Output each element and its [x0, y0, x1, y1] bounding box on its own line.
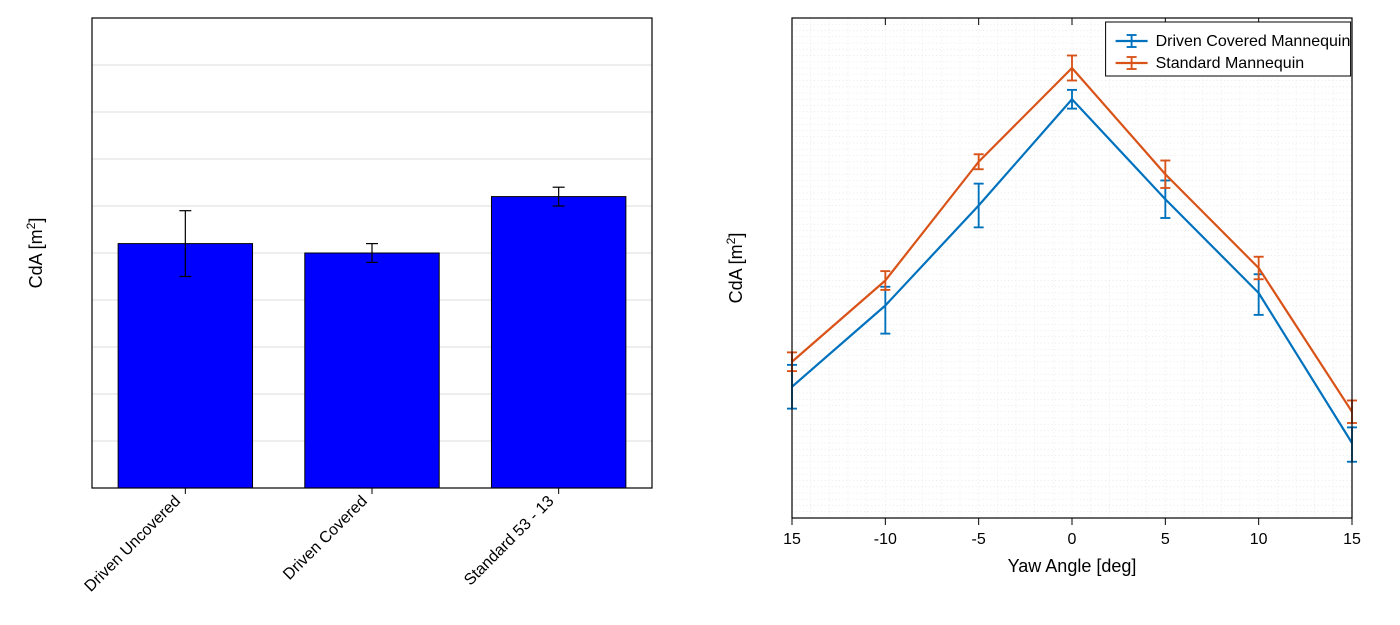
- legend-label: Driven Covered Mannequin: [1156, 33, 1351, 50]
- x-tick-label: 0: [1068, 531, 1077, 548]
- legend-label: Standard Mannequin: [1156, 55, 1305, 72]
- line-chart-panel: 15 -10 -5 0 5 10 15 Yaw Angle [deg] CdA [m2] Driv…: [700, 0, 1400, 625]
- x-tick-label: -5: [972, 531, 986, 548]
- bar-1: [305, 253, 439, 488]
- bar-0: [118, 244, 252, 488]
- bar-category-label: Driven Uncovered: [82, 493, 185, 596]
- x-tick-label: 10: [1250, 531, 1268, 548]
- x-tick-label: 5: [1161, 531, 1170, 548]
- bar-ylabel: CdA [m2]: [24, 218, 46, 289]
- x-tick-label: 15: [783, 531, 801, 548]
- bar-chart-svg: Driven Uncovered Driven Covered Standard 5…: [0, 0, 700, 625]
- bar-2: [491, 197, 625, 488]
- bar-chart-panel: Driven Uncovered Driven Covered Standard 5…: [0, 0, 700, 625]
- figure-container: Driven Uncovered Driven Covered Standard 5…: [0, 0, 1400, 625]
- line-xlabel: Yaw Angle [deg]: [1008, 556, 1137, 576]
- line-chart-svg: 15 -10 -5 0 5 10 15 Yaw Angle [deg] CdA [m2] Driv…: [700, 0, 1400, 625]
- bar-category-label: Standard 53 - 13: [461, 493, 557, 589]
- line-ylabel: CdA [m2]: [724, 233, 746, 304]
- x-tick-label: -10: [874, 531, 897, 548]
- bar-category-label: Driven Covered: [280, 493, 371, 584]
- x-tick-label: 15: [1343, 531, 1361, 548]
- legend: Driven Covered Mannequin Standard Mannequ…: [1106, 22, 1351, 76]
